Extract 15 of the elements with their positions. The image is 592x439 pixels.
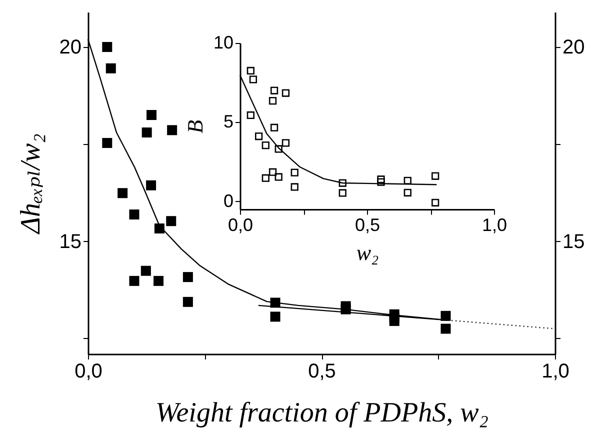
y-axis-title: Δhₑₓₚₗ/w₂ [15,133,46,234]
y-tick-label: 5 [223,112,234,132]
x-tick-label: 0,0 [74,360,102,382]
x-tick-label: 0,0 [228,214,254,235]
x-axis-title: Weight fraction of PDPhS, w₂ [155,398,489,428]
x-tick-label: 1,0 [542,360,570,382]
x-tick-label: 0,5 [308,360,336,382]
y-tick-label: 10 [213,32,234,52]
y2-tick-label: 15 [562,230,585,253]
x-tick-label: 0,5 [354,214,380,235]
y2-tick-label: 20 [562,36,585,58]
y-axis-title: B [182,120,208,134]
y-tick-label: 0 [223,190,234,211]
x-tick-label: 1,0 [482,214,508,235]
x-axis-title: w₂ [356,240,380,265]
